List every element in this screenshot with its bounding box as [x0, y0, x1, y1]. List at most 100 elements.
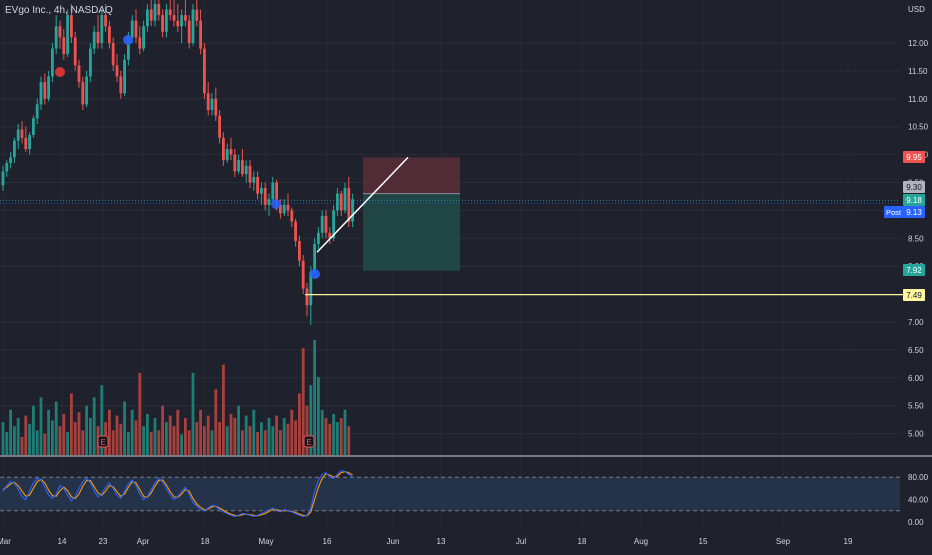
volume-bar	[347, 426, 351, 455]
candle-body	[138, 37, 142, 49]
volume-bar	[5, 432, 9, 455]
volume-bar	[237, 405, 240, 455]
price-tick: 5.00	[908, 430, 924, 439]
time-label: Sep	[776, 537, 791, 546]
volume-bar	[305, 405, 309, 455]
volume-bar	[16, 418, 20, 455]
volume-bar	[85, 405, 88, 455]
volume-bar	[111, 430, 115, 455]
price-label: 9.95	[906, 153, 922, 162]
candle-body	[9, 157, 12, 163]
time-label: 14	[58, 537, 67, 546]
candle-body	[298, 241, 301, 261]
price-label-box	[903, 289, 925, 301]
candle-body	[263, 188, 267, 205]
candle-body	[336, 193, 339, 211]
price-label: 9.30	[906, 183, 922, 192]
volume-bar	[206, 415, 210, 455]
volume-bar	[233, 418, 237, 455]
earnings-marker-box	[97, 435, 109, 448]
candle-body	[324, 215, 328, 233]
volume-bar	[1, 422, 5, 455]
earnings-marker: E	[97, 435, 109, 448]
price-tick: 6.00	[908, 374, 924, 383]
time-label: 23	[99, 537, 108, 546]
volume-bar	[222, 364, 225, 455]
candle-body	[123, 59, 126, 94]
candle-body	[58, 26, 62, 38]
volume-bar	[134, 420, 138, 455]
price-label-box	[903, 151, 925, 163]
volume-bar	[229, 413, 233, 455]
time-label: Apr	[137, 537, 150, 546]
candle-body	[89, 48, 92, 77]
candle-body	[305, 288, 309, 306]
candle-body	[54, 26, 58, 49]
stoch-tick: 80.00	[908, 473, 929, 482]
volume-bar	[225, 426, 229, 455]
candle-body	[32, 118, 35, 136]
candle-body	[225, 149, 229, 161]
volume-bar	[180, 434, 183, 455]
candle-body	[351, 199, 354, 222]
candle-body	[210, 98, 214, 110]
candle-body	[77, 65, 81, 83]
post-label-box	[884, 206, 903, 218]
candle-body	[92, 31, 96, 49]
candle-body	[275, 182, 278, 205]
volume-bar	[267, 418, 271, 455]
price-tick: 7.00	[908, 318, 924, 327]
candle-body	[180, 15, 183, 27]
volume-bar	[214, 389, 218, 455]
volume-bar	[203, 426, 206, 455]
candle-body	[317, 232, 320, 244]
price-label: 9.13	[906, 208, 922, 217]
volume-bar	[191, 372, 195, 455]
volume-bar	[123, 401, 126, 455]
time-label: Mar	[0, 537, 11, 546]
volume-bar	[271, 426, 275, 455]
candle-body	[70, 15, 73, 38]
time-label: 13	[437, 537, 446, 546]
price-label-box	[903, 206, 925, 218]
volume-bar	[32, 405, 35, 455]
volume-bar	[161, 405, 164, 455]
volume-bar	[286, 423, 290, 455]
signal-marker-blue	[271, 199, 281, 209]
volume-bar	[168, 415, 172, 455]
candle-body	[24, 137, 28, 150]
candle-body	[85, 76, 88, 105]
volume-bar	[70, 393, 73, 455]
volume-bar	[172, 426, 176, 455]
volume-bar	[92, 397, 96, 455]
candle-body	[62, 37, 66, 55]
price-tick: 11.00	[908, 95, 928, 104]
candle-body	[214, 98, 218, 116]
candle-body	[39, 82, 43, 105]
time-label: 18	[201, 537, 210, 546]
volume-bar	[187, 430, 191, 455]
candle-body	[339, 193, 343, 211]
volume-bar	[108, 409, 111, 455]
price-label: 9.18	[906, 196, 922, 205]
candle-body	[222, 137, 225, 161]
volume-bar	[100, 385, 104, 455]
candle-body	[130, 20, 134, 38]
symbol-title: EVgo Inc., 4h, NASDAQ	[5, 5, 113, 16]
candle-body	[47, 76, 50, 99]
earnings-marker-label: E	[100, 438, 105, 447]
volume-bar	[339, 418, 343, 455]
candle-body	[320, 215, 324, 233]
candle-body	[203, 48, 206, 94]
volume-bar	[66, 432, 69, 455]
candle-body	[248, 165, 252, 183]
volume-bar	[241, 430, 244, 455]
volume-bar	[336, 422, 339, 455]
volume-bar	[313, 340, 316, 455]
candle-body	[290, 210, 294, 222]
volume-bar	[24, 415, 28, 455]
volume-bars	[1, 340, 351, 455]
